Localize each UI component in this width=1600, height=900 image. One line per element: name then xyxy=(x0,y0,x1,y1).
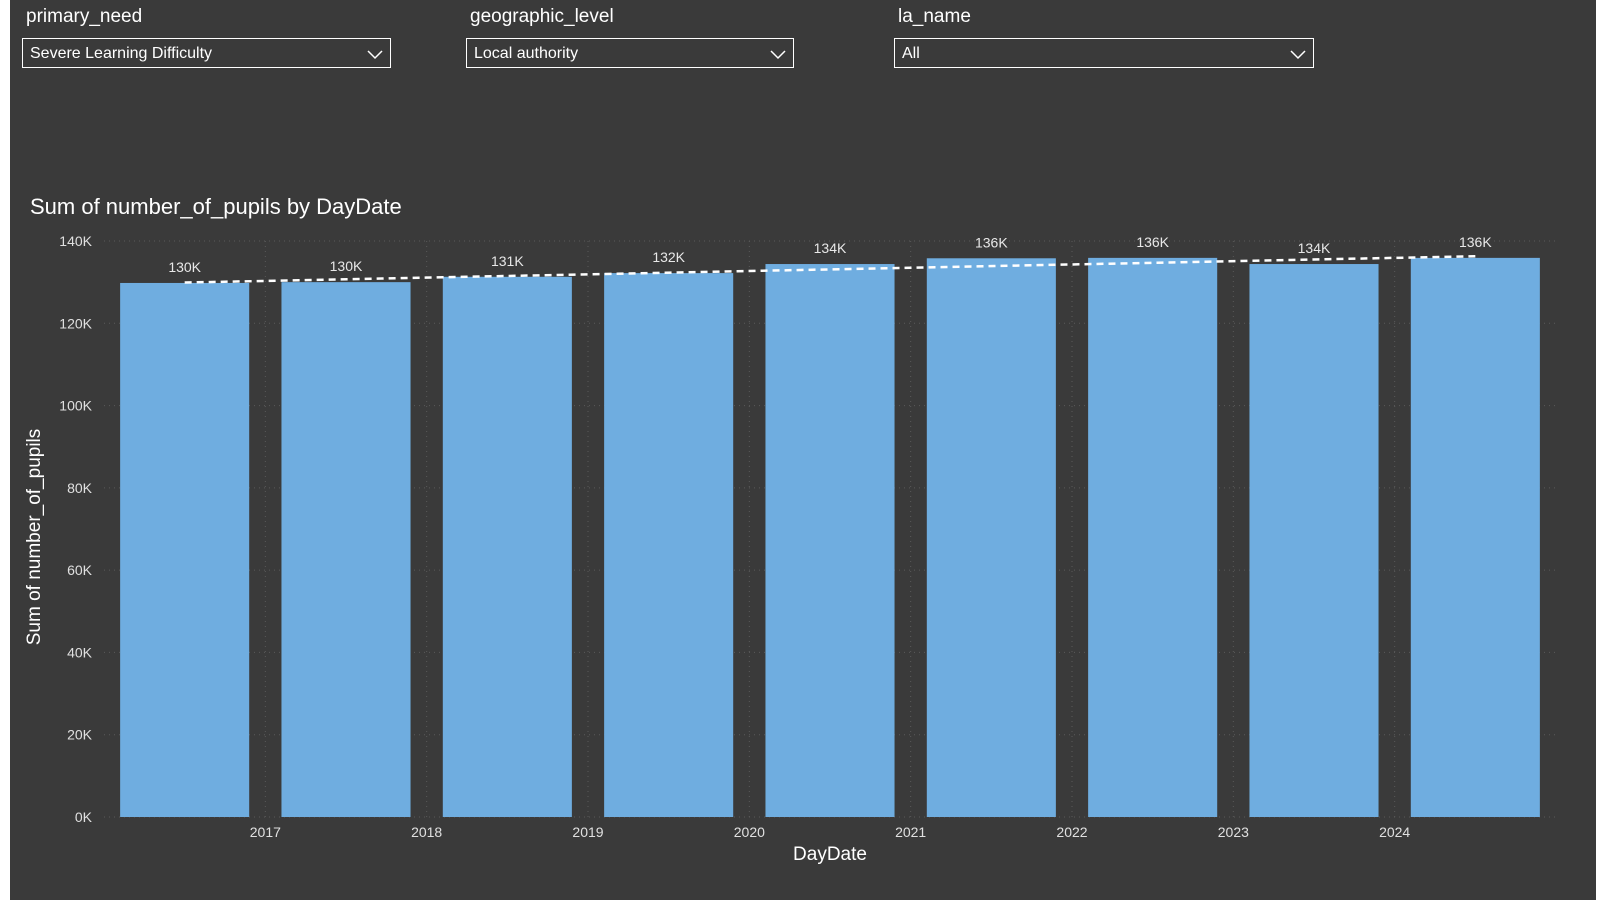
y-tick-label: 0K xyxy=(75,809,93,825)
x-tick-label: 2023 xyxy=(1218,824,1249,840)
dropdown-value: Local authority xyxy=(474,45,579,62)
y-tick-label: 100K xyxy=(59,398,92,414)
data-label: 132K xyxy=(652,249,685,265)
y-tick-label: 80K xyxy=(67,480,93,496)
bar[interactable] xyxy=(442,276,572,817)
bar[interactable] xyxy=(120,282,250,818)
chevron-down-icon xyxy=(367,50,383,60)
x-tick-label: 2024 xyxy=(1379,824,1410,840)
primary-need-dropdown[interactable]: Severe Learning Difficulty xyxy=(22,38,391,68)
y-tick-label: 140K xyxy=(59,233,92,249)
bar[interactable] xyxy=(1249,264,1379,817)
x-axis-ticks: 2017 2018 2019 2020 2021 2022 2023 2024 xyxy=(250,824,1411,840)
y-tick-label: 120K xyxy=(59,315,92,331)
x-tick-label: 2018 xyxy=(411,824,442,840)
slicer-label: geographic_level xyxy=(470,6,614,27)
data-label: 131K xyxy=(491,253,524,269)
y-tick-label: 20K xyxy=(67,727,93,743)
x-tick-label: 2019 xyxy=(572,824,603,840)
x-tick-label: 2022 xyxy=(1056,824,1087,840)
bar[interactable] xyxy=(1410,257,1540,818)
bars xyxy=(120,257,1540,818)
y-axis-title: Sum of number_of_pupils xyxy=(24,429,45,646)
x-tick-label: 2017 xyxy=(250,824,281,840)
y-tick-label: 40K xyxy=(67,644,93,660)
geographic-level-dropdown[interactable]: Local authority xyxy=(466,38,794,68)
bar[interactable] xyxy=(281,282,411,818)
y-axis-ticks: 0K 20K 40K 60K 80K 100K 120K 140K xyxy=(59,233,92,825)
bar[interactable] xyxy=(604,273,734,817)
report-canvas: primary_need Severe Learning Difficulty … xyxy=(10,0,1596,900)
dropdown-value: Severe Learning Difficulty xyxy=(30,45,213,62)
bar[interactable] xyxy=(926,258,1056,817)
x-axis-title: DayDate xyxy=(793,844,867,865)
slicer-label: primary_need xyxy=(26,6,143,27)
data-label: 134K xyxy=(814,240,847,256)
x-tick-label: 2021 xyxy=(895,824,926,840)
chart-title: Sum of number_of_pupils by DayDate xyxy=(30,194,402,219)
chevron-down-icon xyxy=(770,50,786,60)
data-label: 136K xyxy=(1136,234,1169,250)
data-label: 136K xyxy=(1459,234,1492,250)
data-label: 130K xyxy=(168,259,201,275)
bar[interactable] xyxy=(1088,257,1218,818)
data-label: 134K xyxy=(1298,240,1331,256)
la-name-dropdown[interactable]: All xyxy=(894,38,1314,68)
data-labels: 130K 130K 131K 132K 134K 136K 136K 134K 136K xyxy=(168,234,1492,275)
y-tick-label: 60K xyxy=(67,562,93,578)
bar[interactable] xyxy=(765,264,895,817)
dropdown-value: All xyxy=(902,45,920,62)
data-label: 136K xyxy=(975,234,1008,250)
data-label: 130K xyxy=(330,258,363,274)
slicer-label: la_name xyxy=(898,6,971,27)
x-tick-label: 2020 xyxy=(734,824,765,840)
chevron-down-icon xyxy=(1290,50,1306,60)
